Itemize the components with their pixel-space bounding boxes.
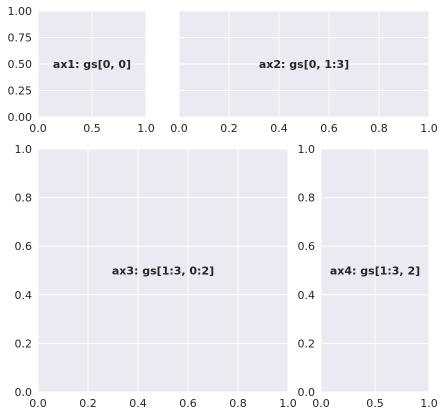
y-tick-label: 0.6 <box>15 240 33 253</box>
y-tick-label: 1.00 <box>8 5 33 18</box>
y-tick-label: 0.00 <box>8 111 33 124</box>
axes-background <box>38 149 288 392</box>
x-tick-label: 1.0 <box>420 122 438 135</box>
x-tick-label: 0.0 <box>29 397 47 410</box>
x-tick-label: 0.0 <box>312 397 330 410</box>
y-tick-label: 0.75 <box>8 32 33 45</box>
panel-annotation: ax1: gs[0, 0] <box>53 58 131 71</box>
x-tick-label: 1.0 <box>279 397 297 410</box>
axes-3: 0.0 0.2 0.4 0.6 0.8 1.0 0.0 0.2 0.4 0.6 0.8 1.0 ax3:… <box>15 143 297 410</box>
x-tick-label: 0.4 <box>129 397 147 410</box>
x-tick-label: 0.2 <box>79 397 97 410</box>
y-tick-label: 0.4 <box>298 289 316 302</box>
axes-4: 0.0 0.5 1.0 0.0 0.2 0.4 0.6 0.8 1.0 ax4: gs[1:3, … <box>298 143 438 410</box>
x-tick-label: 0.5 <box>83 122 101 135</box>
x-tick-label: 1.0 <box>420 397 438 410</box>
x-tick-label: 0.5 <box>366 397 384 410</box>
x-tick-label: 0.8 <box>370 122 388 135</box>
x-tick-label: 0.2 <box>220 122 238 135</box>
y-tick-label: 0.4 <box>15 289 33 302</box>
x-tick-label: 0.0 <box>29 122 47 135</box>
y-tick-label: 0.8 <box>15 192 33 205</box>
x-tick-label: 0.0 <box>170 122 188 135</box>
panel-annotation: ax3: gs[1:3, 0:2] <box>112 265 214 278</box>
y-tick-label: 0.6 <box>298 240 316 253</box>
x-tick-label: 0.8 <box>229 397 247 410</box>
y-tick-label: 0.0 <box>298 386 316 399</box>
panel-annotation: ax2: gs[0, 1:3] <box>259 58 349 71</box>
y-tick-label: 1.0 <box>298 143 316 156</box>
y-tick-label: 0.0 <box>15 386 33 399</box>
y-tick-label: 0.8 <box>298 192 316 205</box>
x-tick-label: 1.0 <box>137 122 155 135</box>
x-tick-label: 0.6 <box>179 397 197 410</box>
axes-1: 0.0 0.5 1.0 0.00 0.25 0.50 0.75 1.00 ax1: gs[0, … <box>8 5 155 135</box>
axes-2: 0.0 0.2 0.4 0.6 0.8 1.0 ax2: gs[0, 1:3] <box>170 10 438 135</box>
y-tick-label: 1.0 <box>15 143 33 156</box>
x-tick-label: 0.6 <box>320 122 338 135</box>
panel-annotation: ax4: gs[1:3, 2] <box>330 265 420 278</box>
y-tick-label: 0.50 <box>8 58 33 71</box>
y-tick-label: 0.2 <box>15 337 33 350</box>
y-tick-label: 0.25 <box>8 85 33 98</box>
y-tick-label: 0.2 <box>298 337 316 350</box>
x-tick-label: 0.4 <box>270 122 288 135</box>
